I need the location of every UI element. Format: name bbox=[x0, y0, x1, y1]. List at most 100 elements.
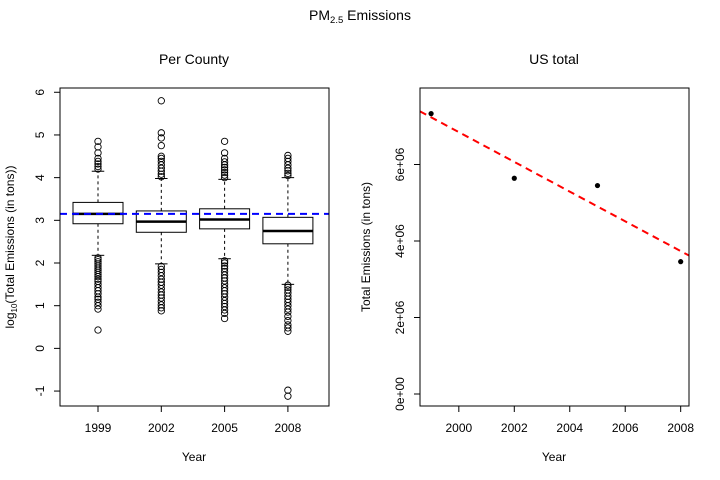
boxplot-outlier bbox=[284, 169, 292, 178]
scatter-y-tick-label: 6e+06 bbox=[393, 147, 407, 181]
scatter-plot-area: 0e+00 2e+06 4e+06 6e+06 2000 2002 2004 2006 2008 bbox=[393, 110, 694, 435]
boxplot-outlier bbox=[94, 295, 102, 303]
boxplot-outlier bbox=[220, 267, 229, 276]
boxplot-outlier bbox=[157, 134, 165, 142]
figure-title-main: PM bbox=[309, 7, 330, 23]
boxplot-outlier bbox=[284, 281, 292, 289]
scatter-trend-line bbox=[419, 110, 690, 257]
boxplot-outlier bbox=[284, 154, 292, 163]
boxplot-outlier bbox=[220, 259, 229, 267]
boxplot-outlier bbox=[284, 392, 292, 400]
boxplot-outlier bbox=[220, 314, 229, 323]
boxplot-outlier bbox=[94, 165, 102, 173]
boxplot-outlier bbox=[220, 168, 229, 177]
boxplot-x-tick-label: 2008 bbox=[275, 421, 302, 435]
boxplot-y-tick-label: 0 bbox=[33, 345, 47, 352]
boxplot-x-label: Year bbox=[182, 450, 206, 464]
boxplot-outlier bbox=[220, 158, 229, 166]
scatter-title: US total bbox=[529, 51, 579, 67]
boxplot-outlier bbox=[284, 324, 292, 332]
scatter-point bbox=[511, 175, 517, 181]
boxplot-outlier bbox=[94, 258, 102, 266]
scatter-frame bbox=[419, 87, 690, 407]
boxplot-panel: Per County -1 0 1 2 3 4 5 6 1999 2002 2005 2008 Yea… bbox=[3, 51, 330, 464]
scatter-y-tick-label: 0e+00 bbox=[393, 377, 407, 411]
boxplot-outlier bbox=[94, 326, 102, 334]
boxplot-frame bbox=[59, 87, 330, 407]
scatter-panel: US total 0e+00 2e+06 4e+06 6e+06 2000 2002 200… bbox=[359, 51, 694, 464]
scatter-y-tick-label: 2e+06 bbox=[393, 300, 407, 334]
boxplot-outlier bbox=[284, 171, 292, 180]
figure-title-subscript: 2.5 bbox=[330, 15, 343, 26]
boxplot-outlier bbox=[157, 152, 165, 160]
boxplot-y-tick-label: 1 bbox=[33, 302, 47, 309]
boxplot-x-tick-label: 1999 bbox=[85, 421, 112, 435]
scatter-x-label: Year bbox=[542, 450, 566, 464]
boxplot-outlier bbox=[157, 265, 165, 274]
boxplot-outlier bbox=[284, 321, 292, 329]
boxplot-outlier bbox=[284, 289, 292, 297]
boxplot-outlier bbox=[157, 157, 165, 166]
boxplot-y-label-rest: (Total Emissions (in tons)) bbox=[3, 166, 17, 304]
boxplot-box-1999 bbox=[72, 137, 124, 334]
boxplot-y-tick-label: -1 bbox=[33, 385, 47, 396]
boxplot-outlier bbox=[157, 141, 165, 150]
boxplot-outlier bbox=[284, 283, 292, 291]
boxplot-outlier bbox=[94, 154, 102, 163]
boxplot-outlier bbox=[157, 262, 165, 271]
boxplot-outlier bbox=[220, 257, 229, 265]
boxplot-y-tick-label: 6 bbox=[33, 89, 47, 96]
boxplot-box-2008 bbox=[262, 151, 314, 400]
boxplot-outlier bbox=[220, 171, 229, 179]
scatter-y-tick-label: 4e+06 bbox=[393, 224, 407, 258]
boxplot-x-tick-label: 2002 bbox=[148, 421, 175, 435]
boxplot-plot-area: -1 0 1 2 3 4 5 6 1999 2002 2005 2008 bbox=[33, 89, 329, 435]
boxplot-outlier bbox=[284, 312, 292, 321]
scatter-x-tick-label: 2004 bbox=[556, 421, 583, 435]
scatter-x-tick-label: 2000 bbox=[445, 421, 472, 435]
boxplot-outlier bbox=[94, 298, 102, 306]
boxplot-y-tick-label: 5 bbox=[33, 131, 47, 138]
boxplot-outlier bbox=[284, 386, 292, 394]
scatter-point bbox=[428, 111, 434, 117]
boxplot-y-label-subscript: 10 bbox=[10, 303, 19, 312]
boxplot-outlier bbox=[220, 149, 229, 157]
boxplot-outlier bbox=[220, 173, 229, 182]
figure-title: PM2.5 Emissions bbox=[309, 7, 411, 26]
boxplot-outlier bbox=[220, 137, 229, 146]
boxplot-y-tick-label: 4 bbox=[33, 174, 47, 181]
boxplot-x-tick-label: 2005 bbox=[211, 421, 238, 435]
boxplot-box-2002 bbox=[135, 97, 187, 315]
boxplot-title: Per County bbox=[159, 51, 229, 67]
boxplot-outlier bbox=[94, 160, 102, 168]
boxplot-y-tick-label: 3 bbox=[33, 217, 47, 224]
boxplot-outlier bbox=[220, 154, 229, 163]
scatter-x-tick-label: 2002 bbox=[501, 421, 528, 435]
figure-title-rest: Emissions bbox=[343, 7, 411, 23]
boxplot-y-label-prefix: log bbox=[3, 312, 17, 328]
scatter-point bbox=[594, 182, 601, 189]
boxplot-outlier bbox=[157, 97, 165, 105]
boxplot-outlier bbox=[284, 151, 292, 160]
boxplot-outlier bbox=[94, 162, 102, 171]
scatter-point bbox=[678, 259, 684, 265]
boxplot-outlier bbox=[94, 254, 102, 262]
boxplot-y-tick-label: 2 bbox=[33, 259, 47, 266]
boxplot-box-2005 bbox=[199, 137, 251, 323]
boxplot-outlier bbox=[220, 163, 229, 172]
scatter-x-tick-label: 2006 bbox=[612, 421, 639, 435]
scatter-y-label: Total Emissions (in tons) bbox=[359, 182, 373, 312]
boxplot-outlier bbox=[284, 316, 292, 325]
boxplot-outlier bbox=[284, 286, 292, 294]
boxplot-outlier bbox=[157, 154, 165, 163]
boxplot-y-label: log10(Total Emissions (in tons)) bbox=[3, 166, 19, 329]
boxplot-outlier bbox=[94, 137, 102, 146]
boxplot-outlier bbox=[94, 280, 102, 288]
scatter-x-tick-label: 2008 bbox=[667, 421, 694, 435]
boxplot-outlier bbox=[94, 143, 102, 151]
boxplot-outlier bbox=[94, 157, 102, 166]
boxplot-outlier bbox=[157, 173, 165, 181]
boxplot-outlier bbox=[220, 166, 229, 174]
boxplot-outlier bbox=[157, 129, 165, 137]
